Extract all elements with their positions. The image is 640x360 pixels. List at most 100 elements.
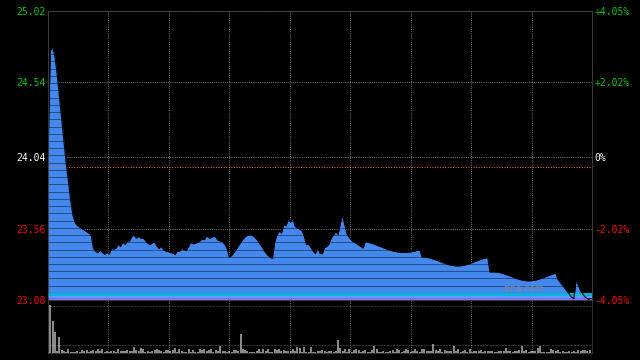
Bar [106, 351, 108, 353]
Bar [489, 351, 491, 353]
Bar [276, 350, 278, 353]
Bar [476, 351, 477, 353]
Bar [335, 351, 337, 353]
Bar [294, 351, 296, 353]
Bar [482, 352, 484, 353]
Bar [305, 352, 307, 353]
Bar [577, 350, 579, 353]
Bar [394, 352, 396, 353]
Bar [312, 352, 314, 353]
Bar [81, 350, 83, 353]
Bar [509, 351, 511, 353]
Bar [280, 351, 282, 353]
Text: sina.com: sina.com [504, 284, 544, 293]
Bar [403, 351, 405, 353]
Bar [126, 350, 129, 353]
Bar [131, 351, 133, 353]
Bar [444, 351, 445, 353]
Bar [149, 352, 151, 353]
Bar [97, 348, 99, 353]
Bar [101, 349, 104, 353]
Bar [158, 350, 160, 353]
Bar [120, 351, 122, 353]
Bar [188, 349, 189, 353]
Bar [278, 349, 280, 353]
Bar [196, 352, 198, 353]
Bar [289, 351, 292, 353]
Bar [457, 349, 460, 353]
Bar [179, 349, 180, 353]
Bar [142, 348, 144, 353]
Bar [511, 351, 514, 353]
Bar [521, 346, 523, 353]
Bar [452, 346, 455, 353]
Bar [376, 349, 378, 353]
Bar [552, 350, 554, 353]
Bar [405, 349, 407, 353]
Bar [163, 352, 164, 353]
Bar [292, 349, 294, 353]
Bar [460, 352, 461, 353]
Bar [548, 352, 550, 353]
Bar [389, 351, 391, 353]
Bar [426, 351, 428, 353]
Bar [226, 352, 228, 353]
Bar [253, 352, 255, 353]
Bar [575, 352, 577, 353]
Bar [582, 350, 584, 353]
Bar [484, 351, 486, 353]
Bar [435, 350, 436, 353]
Bar [369, 352, 371, 353]
Bar [239, 334, 242, 353]
Bar [408, 350, 410, 353]
Bar [170, 351, 172, 353]
Bar [492, 351, 493, 353]
Bar [534, 351, 536, 353]
Bar [589, 350, 591, 353]
Bar [448, 351, 450, 353]
Bar [561, 351, 564, 353]
Bar [467, 351, 468, 353]
Bar [446, 351, 448, 353]
Bar [74, 352, 76, 353]
Bar [557, 350, 559, 353]
Bar [183, 352, 185, 353]
Bar [54, 332, 56, 353]
Bar [573, 351, 575, 353]
Bar [195, 352, 196, 353]
Bar [493, 351, 495, 353]
Bar [564, 352, 566, 353]
Bar [455, 351, 457, 353]
Bar [176, 352, 178, 353]
Bar [430, 351, 432, 353]
Bar [378, 352, 380, 353]
Bar [255, 351, 257, 353]
Bar [586, 351, 589, 353]
Bar [527, 352, 529, 353]
Bar [451, 351, 452, 353]
Bar [419, 352, 420, 353]
Bar [396, 349, 398, 353]
Bar [505, 348, 507, 353]
Bar [92, 350, 94, 353]
Bar [423, 350, 426, 353]
Bar [221, 351, 223, 353]
Bar [498, 351, 500, 353]
Bar [500, 351, 502, 353]
Bar [145, 352, 147, 353]
Bar [539, 346, 541, 353]
Bar [348, 348, 351, 353]
Bar [532, 351, 534, 353]
Bar [310, 347, 312, 353]
Bar [151, 351, 154, 353]
Bar [432, 345, 435, 353]
Bar [251, 352, 253, 353]
Bar [244, 350, 246, 353]
Bar [192, 350, 194, 353]
Bar [580, 351, 582, 353]
Bar [344, 349, 346, 353]
Bar [208, 350, 210, 353]
Bar [67, 349, 69, 353]
Bar [230, 352, 232, 353]
Bar [95, 351, 97, 353]
